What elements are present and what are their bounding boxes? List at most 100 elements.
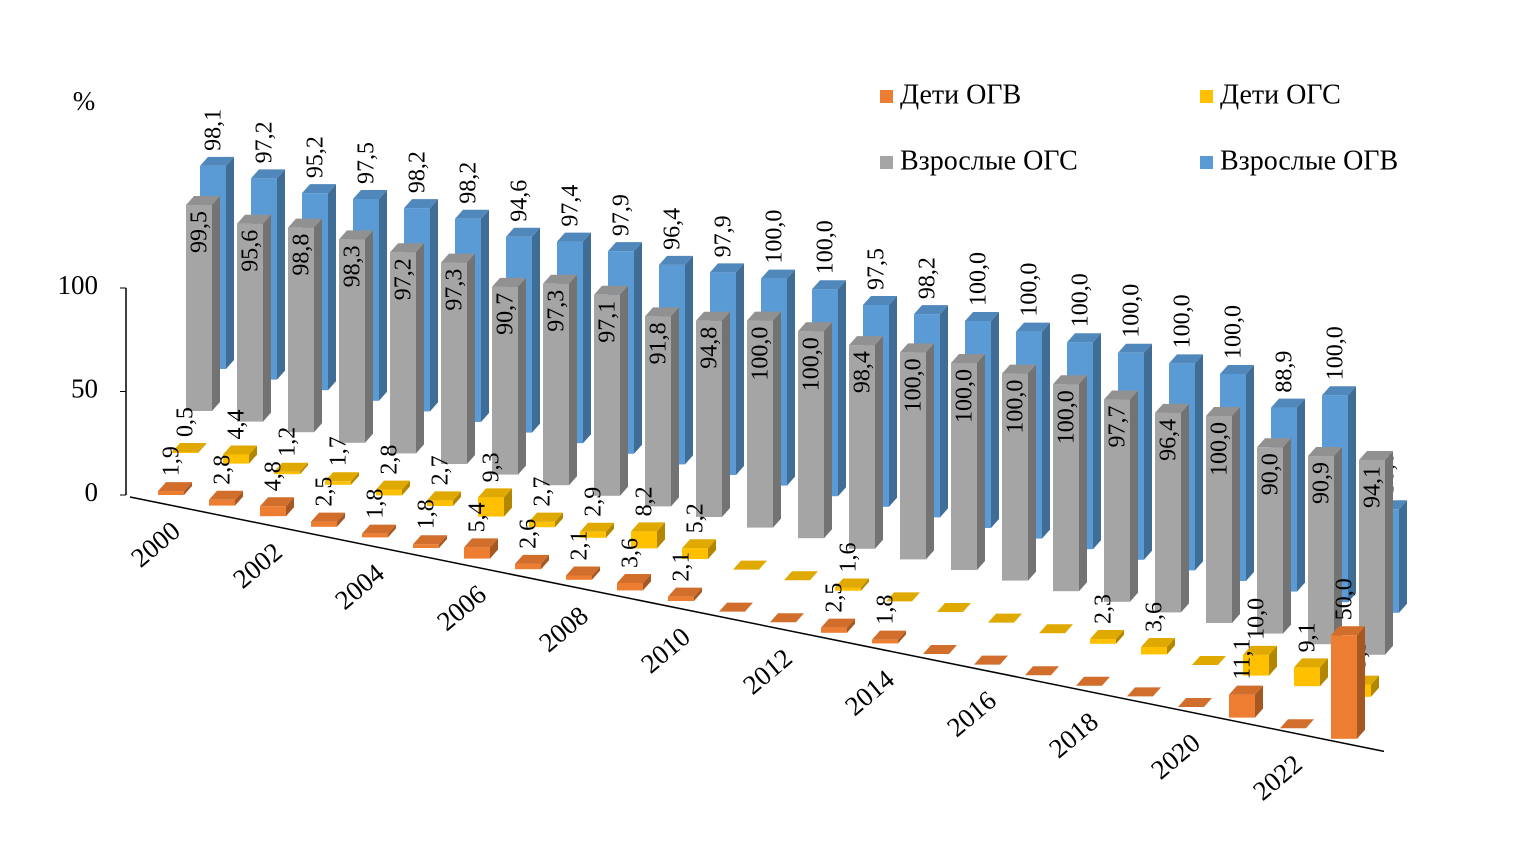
bar (580, 522, 614, 538)
bar (1178, 698, 1212, 707)
x-tick-label: 2010 (635, 621, 696, 679)
bar (1053, 375, 1087, 592)
bar-top (339, 230, 373, 240)
bar (798, 322, 832, 539)
bar-top (1067, 333, 1101, 343)
bar-top (1178, 698, 1212, 707)
value-label: 2,5 (822, 583, 848, 613)
bar-top (1118, 343, 1152, 353)
bar-side (351, 472, 359, 485)
bar (1280, 719, 1314, 729)
bar (1127, 687, 1161, 697)
x-tick-label: 2012 (737, 643, 798, 701)
bar-side (1255, 685, 1263, 718)
bar-top (710, 263, 744, 273)
bar-top (529, 512, 563, 522)
bar-top (1169, 354, 1203, 364)
x-tick-label: 2018 (1043, 706, 1104, 764)
value-label: 97,2 (391, 258, 417, 300)
bar-side (838, 280, 846, 497)
bar-front (441, 262, 467, 464)
bar (529, 512, 563, 528)
bar (288, 218, 322, 433)
value-label: 2,7 (530, 477, 556, 507)
value-label: 1,6 (836, 542, 862, 572)
bar-side (620, 285, 628, 496)
bar-front (288, 227, 314, 433)
bar-front (594, 294, 620, 496)
value-label: 10,0 (1244, 598, 1270, 640)
bar-front (798, 331, 824, 539)
bar (413, 535, 447, 548)
bar-side (977, 354, 985, 570)
bar-top (1076, 676, 1110, 686)
bar-front (260, 506, 286, 517)
bar-front (274, 471, 300, 475)
bar-front (1155, 412, 1181, 613)
bar-top (835, 578, 869, 588)
y-axis-label: % (73, 86, 96, 116)
bar-top (172, 442, 206, 452)
bar-front (543, 283, 569, 486)
bar (1002, 364, 1036, 581)
value-label: 100,0 (966, 252, 992, 306)
bar (1331, 626, 1365, 739)
legend-swatch (1200, 90, 1213, 103)
bar-side (643, 573, 651, 591)
value-label: 97,3 (442, 269, 468, 311)
bar-top (1229, 685, 1263, 695)
bar-side (249, 445, 257, 464)
bar (515, 554, 549, 570)
x-tick-label: 2020 (1145, 727, 1206, 785)
bar (784, 571, 818, 581)
bar (821, 618, 855, 633)
bar-side (708, 539, 716, 559)
value-label: 97,9 (609, 194, 635, 236)
value-label: 100,0 (1068, 273, 1094, 327)
bar-top (223, 445, 257, 455)
value-label: 2,7 (428, 455, 454, 485)
bar (747, 311, 781, 528)
bar-top (1294, 658, 1328, 668)
value-label: 88,9 (1272, 351, 1298, 393)
bar-top (557, 232, 591, 242)
bar-front (1141, 646, 1167, 655)
bar-side (1269, 645, 1277, 676)
bar-side (555, 512, 563, 528)
bar-top (1220, 365, 1254, 374)
bar-top (325, 472, 359, 482)
bar (1076, 676, 1110, 686)
bar-top (631, 522, 665, 532)
bar-side (541, 554, 549, 570)
value-label: 100,0 (1207, 422, 1233, 476)
bar-top (594, 285, 628, 295)
value-label: 97,1 (595, 301, 621, 343)
value-label: 1,2 (275, 427, 301, 457)
bar (849, 336, 883, 549)
bar (770, 613, 804, 623)
bar-front (747, 320, 773, 528)
bar-top (274, 462, 308, 472)
bar-front (566, 575, 592, 580)
value-label: 97,4 (558, 185, 584, 227)
bar-front (580, 531, 606, 538)
bar (260, 497, 294, 517)
bar (427, 491, 461, 506)
bar-side (898, 630, 906, 644)
bar (733, 560, 767, 570)
bar-top (1127, 687, 1161, 697)
bar-front (821, 627, 847, 633)
bar (390, 243, 424, 454)
bar-side (685, 255, 693, 465)
bar-top (441, 253, 475, 263)
value-label: 100,0 (1054, 390, 1080, 444)
bar-top (784, 571, 818, 581)
bar-side (736, 263, 744, 475)
value-label: 100,0 (799, 337, 825, 391)
bar-front (1002, 373, 1028, 581)
value-label: 2,8 (210, 455, 236, 485)
bar-top (696, 311, 730, 321)
legend-label: Взрослые ОГВ (1220, 145, 1398, 176)
bar (441, 253, 475, 464)
